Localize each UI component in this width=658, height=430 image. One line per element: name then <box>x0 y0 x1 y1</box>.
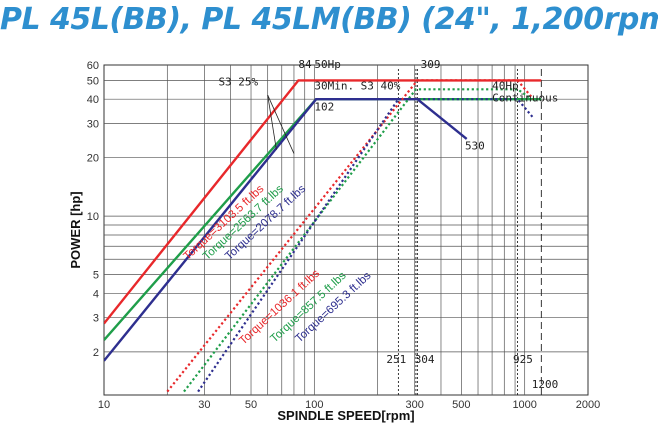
annotation-label: 309 <box>421 58 441 71</box>
y-tick-label: 10 <box>87 211 99 223</box>
annotation-label: 102 <box>314 100 334 113</box>
series-green_dotted <box>183 88 533 393</box>
series-blue_dotted <box>197 98 535 393</box>
y-tick-label: 60 <box>87 60 99 72</box>
annotation-label: 251 <box>386 353 406 366</box>
s3-leader-line <box>267 94 295 154</box>
y-tick-labels: 2 3 4 5 10 20 30 40 50 60 <box>87 60 99 359</box>
annotation-label: 304 <box>415 353 435 366</box>
chart-title: PL 45L(BB), PL 45LM(BB) (24", 1,200rpm) <box>0 2 658 37</box>
x-tick-label: 30 <box>198 399 210 411</box>
annotation-label: 40Hp <box>492 79 519 92</box>
x-axis-label: SPINDLE SPEED[rpm] <box>277 408 414 423</box>
annotation-label: 30Min. S3 40% <box>314 79 400 92</box>
x-tick-label: 50 <box>245 399 257 411</box>
annotations: 84 50Hp 309 S3 25% 30Min. S3 40% 40HpContinuo… <box>218 58 558 391</box>
annotation-label: 530 <box>465 140 485 153</box>
series-blue_cont <box>104 97 468 362</box>
y-tick-label: 20 <box>87 153 99 165</box>
annotation-label: 1200 <box>532 378 559 391</box>
y-tick-label: 4 <box>93 288 99 300</box>
x-tick-label: 10 <box>98 399 110 411</box>
annotation-label: 84 <box>298 58 312 71</box>
annotation-label: S3 25% <box>218 76 258 89</box>
y-axis-label: POWER [hp] <box>68 191 83 268</box>
plot-area <box>103 64 589 396</box>
y-tick-label: 3 <box>93 313 99 325</box>
s3-leader-line <box>267 95 277 150</box>
annotation-label: 50Hp <box>314 58 341 71</box>
y-tick-label: 30 <box>87 118 99 130</box>
x-tick-label: 2000 <box>576 399 600 411</box>
annotation-label: Continuous <box>492 91 558 104</box>
x-tick-labels: 10 30 50 100 300 500 1000 2000 <box>98 399 600 411</box>
y-tick-label: 50 <box>87 75 99 87</box>
annotation-label: 925 <box>513 353 533 366</box>
s3-leader-lines <box>267 94 295 154</box>
x-tick-label: 500 <box>452 399 470 411</box>
y-tick-label: 40 <box>87 94 99 106</box>
y-tick-label: 5 <box>93 270 99 282</box>
x-tick-label: 1000 <box>512 399 536 411</box>
y-tick-label: 2 <box>93 347 99 359</box>
x-tick-label: 300 <box>406 399 424 411</box>
series-lines <box>104 79 542 393</box>
x-tick-label: 100 <box>305 399 323 411</box>
